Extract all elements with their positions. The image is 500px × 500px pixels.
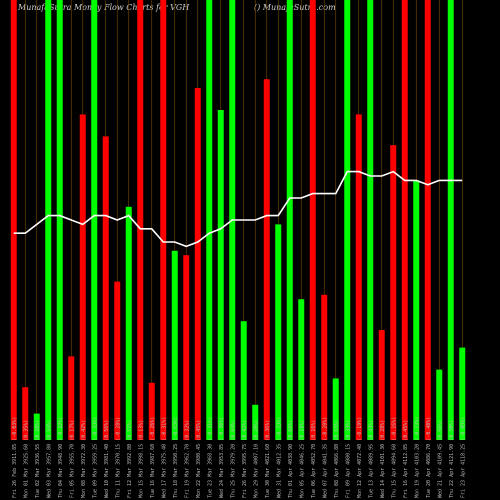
x-tick-label: Wed 24 Mar 3953.85 (-0.36%) [219, 417, 225, 498]
bar-mon-05-apr [298, 299, 305, 440]
x-tick-label: Mon 15 Mar 3998.15 (0.13%) [138, 420, 144, 498]
bar-thu-15-apr [390, 145, 397, 440]
bar-mon-01-mar [22, 387, 29, 440]
bar-fri-12-mar [125, 206, 132, 440]
bar-wed-31-mar [275, 224, 282, 440]
x-tick-label: Fri 12 Mar 3992.80 (0.57%) [127, 420, 133, 498]
x-tick-label: Fri 23 Apr 4118.25 (-0.09%) [460, 417, 466, 498]
bar-fri-19-mar [183, 255, 190, 440]
bar-tue-02-mar [33, 413, 40, 440]
money-flow-line [13, 170, 463, 248]
x-axis-labels: Fri 26 Feb 3911.85 (-0.03%) Mon 01 Mar 39… [12, 417, 467, 498]
chart-title: MunafaSutra Money Flow Charts for VGH [18, 3, 190, 12]
x-tick-label: Thu 04 Mar 3948.90 (-0.22%) [58, 417, 64, 498]
bar-tue-16-mar [148, 382, 155, 440]
bar-thu-18-mar [171, 250, 178, 440]
bar-thu-04-mar [56, 0, 63, 440]
x-tick-label: Tue 23 Mar 3968.30 (-0.31%) [207, 417, 213, 498]
x-tick-label: Fri 16 Apr 4112.85 (0.45%) [403, 420, 409, 498]
bar-thu-22-apr [447, 0, 454, 440]
x-tick-label: Mon 22 Mar 3980.45 (0.45%) [196, 420, 202, 498]
x-tick-label: Tue 16 Mar 3987.60 (-0.26%) [150, 417, 156, 498]
x-tick-label: Thu 15 Apr 4094.60 (-0.16%) [391, 417, 397, 498]
volume-bars [10, 0, 466, 441]
bar-fri-09-apr [344, 0, 351, 440]
bar-fri-26-feb [10, 0, 17, 440]
x-tick-label: Tue 06 Apr 4052.70 (0.16%) [311, 420, 317, 498]
x-tick-label: Mon 01 Mar 3925.60 (0.35%) [23, 420, 29, 498]
bar-wed-21-apr [436, 369, 443, 440]
bar-tue-13-apr [367, 0, 374, 440]
bar-mon-12-apr [355, 114, 362, 441]
x-tick-label: Mon 08 Mar 3972.30 (0.42%) [81, 420, 87, 498]
bar-wed-07-apr [321, 294, 328, 440]
x-tick-label: Fri 26 Mar 3995.75 (0.42%) [242, 420, 248, 498]
x-tick-label: Wed 14 Apr 4101.30 (0.28%) [380, 420, 386, 498]
bar-tue-06-apr [309, 0, 316, 440]
bar-mon-08-mar [79, 114, 86, 441]
x-tick-label: Fri 26 Feb 3911.85 (-0.03%) [12, 417, 18, 498]
x-tick-label: Thu 18 Mar 3950.25 (-0.63%) [173, 417, 179, 498]
bar-fri-26-mar [240, 321, 247, 440]
x-tick-label: Thu 22 Apr 4121.90 (0.30%) [449, 420, 455, 498]
x-tick-label: Fri 05 Mar 3955.70 (0.17%) [69, 420, 75, 498]
bar-wed-10-mar [102, 136, 109, 440]
bar-mon-29-mar [252, 404, 259, 440]
bar-mon-15-mar [137, 0, 144, 440]
bar-fri-23-apr [459, 347, 466, 440]
x-tick-label: Thu 11 Mar 3970.15 (-0.28%) [115, 417, 121, 498]
x-tick-label: Wed 17 Mar 3975.40 (-0.31%) [161, 417, 167, 498]
x-tick-label: Tue 13 Apr 4089.95 (0.43%) [368, 420, 374, 498]
x-tick-label: Fri 19 Mar 3962.70 (0.32%) [184, 420, 190, 498]
x-tick-label: Fri 09 Apr 4080.15 (0.33%) [345, 420, 351, 498]
bar-fri-16-apr [401, 0, 408, 440]
x-tick-label: Wed 03 Mar 3957.80 (0.54%) [46, 420, 52, 498]
bar-tue-20-apr [424, 0, 431, 440]
bar-thu-11-mar [114, 281, 121, 440]
bar-mon-22-mar [194, 88, 201, 440]
x-tick-label: Mon 19 Apr 4103.20 (-0.23%) [414, 417, 420, 498]
bar-tue-23-mar [206, 0, 213, 440]
x-tick-label: Tue 09 Mar 3959.25 (-0.33%) [92, 417, 98, 498]
x-tick-label: Wed 07 Apr 4041.35 (-0.28%) [322, 417, 328, 498]
x-tick-label: Mon 29 Mar 4007.10 (0.28%) [253, 420, 259, 498]
x-tick-label: Tue 02 Mar 3936.55 (0.28%) [35, 420, 41, 498]
x-tick-label: Mon 05 Apr 4046.25 (0.18%) [299, 420, 305, 498]
site-watermark: () MunafaSutra.com [254, 3, 336, 12]
x-tick-label: Wed 31 Mar 4012.35 (-0.23%) [276, 417, 282, 498]
x-tick-label: Tue 30 Mar 4021.60 (0.36%) [265, 420, 271, 498]
bar-fri-05-mar [68, 356, 75, 440]
bar-wed-03-mar [45, 0, 52, 440]
x-tick-label: Mon 12 Apr 4072.40 (-0.19%) [357, 417, 363, 498]
bar-mon-19-apr [413, 180, 420, 440]
bar-thu-01-apr [286, 0, 293, 440]
bar-wed-17-mar [160, 0, 167, 440]
x-tick-label: Thu 01 Apr 4038.90 (0.66%) [288, 420, 294, 498]
bar-thu-08-apr [332, 378, 339, 440]
x-tick-label: Thu 08 Apr 4066.80 (0.63%) [334, 420, 340, 498]
x-tick-label: Wed 10 Mar 3981.40 (0.56%) [104, 420, 110, 498]
x-tick-label: Thu 25 Mar 3979.20 (0.64%) [230, 420, 236, 498]
bar-tue-30-mar [263, 79, 270, 440]
x-tick-label: Wed 21 Apr 4109.45 (0.56%) [437, 420, 443, 498]
x-tick-label: Tue 20 Apr 4086.70 (-0.40%) [426, 417, 432, 498]
bar-tue-09-mar [91, 0, 98, 440]
bar-wed-24-mar [217, 110, 224, 440]
bar-wed-14-apr [378, 330, 385, 440]
